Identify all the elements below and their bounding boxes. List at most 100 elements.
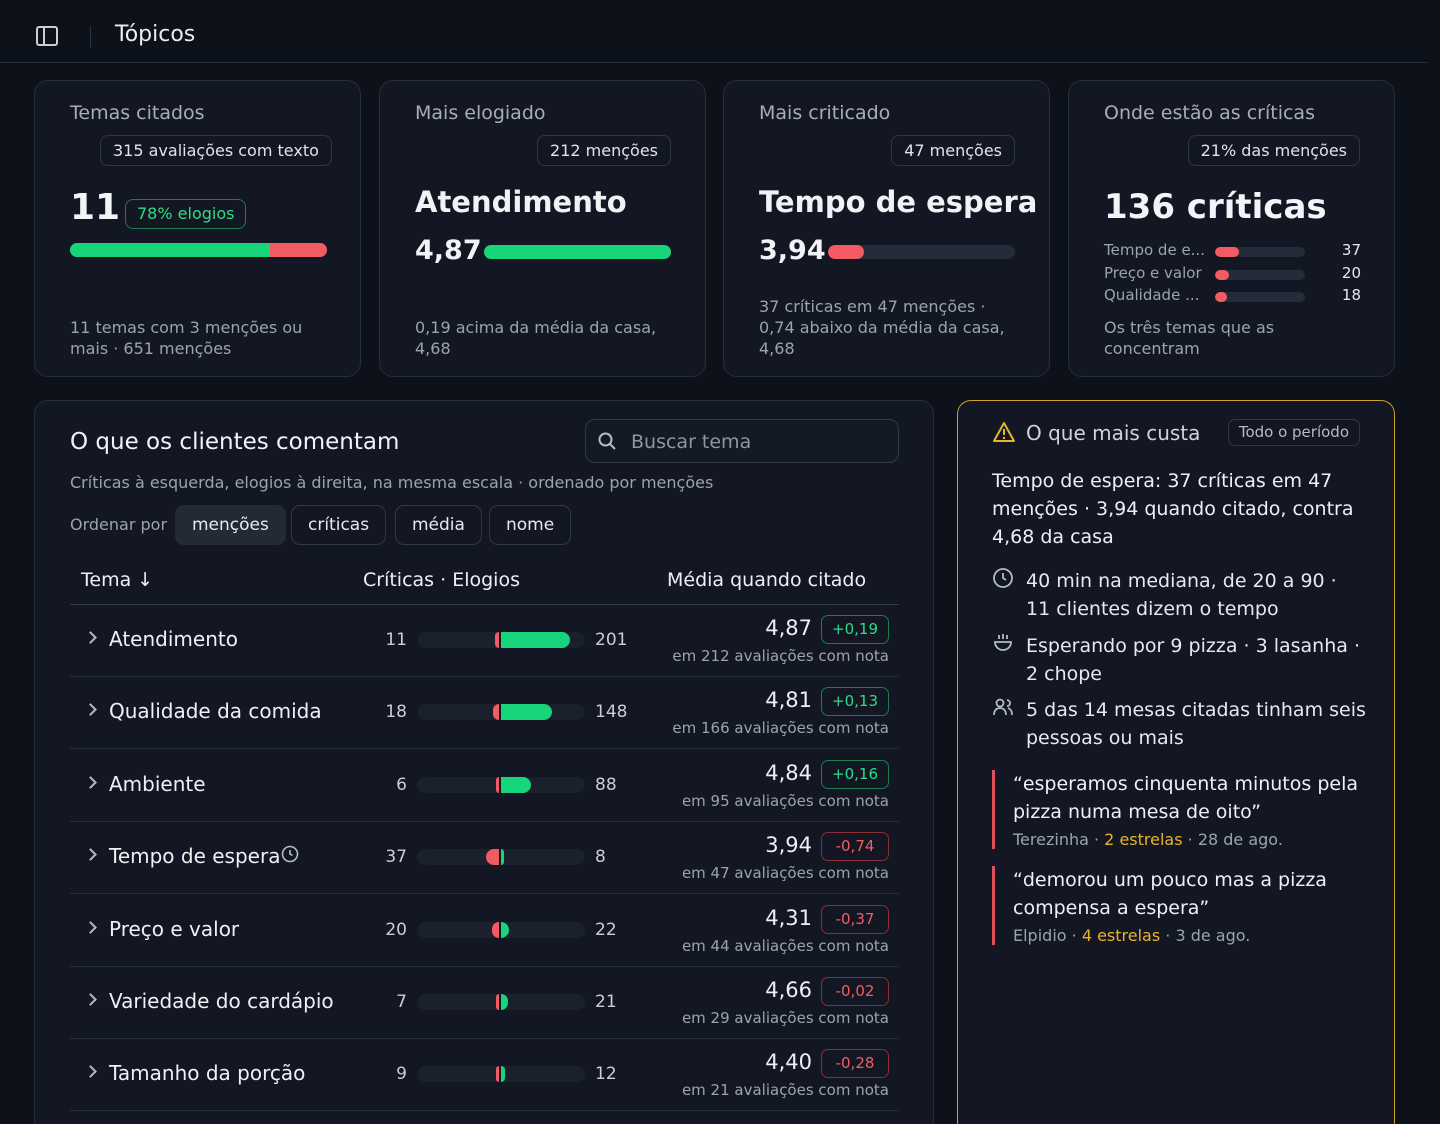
chevron-right-icon[interactable] xyxy=(84,703,97,717)
critic-topic-row: Tempo de e... xyxy=(1104,241,1205,259)
praise-count: 8 xyxy=(595,847,606,868)
column-header-media: Média quando citado xyxy=(667,569,867,591)
card-temas-citados: Temas citados 315 avaliações com texto 1… xyxy=(34,80,361,377)
card-title: Mais elogiado xyxy=(415,102,546,124)
card-score: 4,87 xyxy=(415,235,482,266)
search-icon xyxy=(598,432,616,450)
criticism-count: 11 xyxy=(385,630,407,650)
bar-center-line xyxy=(499,994,501,1010)
rated-reviews-count: em 29 avaliações com nota xyxy=(681,1009,889,1027)
criticism-segment xyxy=(492,921,499,938)
card-score: 3,94 xyxy=(759,235,826,266)
diverging-bar xyxy=(417,632,585,648)
critic-topic-value: 18 xyxy=(1341,286,1361,304)
fact-wait-time: 40 min na mediana, de 20 a 90 · 11 clien… xyxy=(1026,570,1337,620)
sort-label: Ordenar por xyxy=(70,515,168,534)
praise-ratio-bar xyxy=(70,243,327,257)
people-icon xyxy=(993,698,1013,716)
rated-reviews-count: em 166 avaliações com nota xyxy=(672,719,889,738)
table-row[interactable]: Ambiente 6 88 4,84 +0,16 em 95 avaliações com… xyxy=(70,750,899,822)
quote-date: 3 de ago. xyxy=(1175,926,1251,945)
quote-meta: Elpidio · 4 estrelas · 3 de ago. xyxy=(1013,926,1251,945)
chevron-right-icon[interactable] xyxy=(84,920,97,934)
panel-title: O que os clientes comentam xyxy=(70,429,400,455)
chevron-right-icon[interactable] xyxy=(84,631,97,644)
critic-topic-label: Tempo de e... xyxy=(1104,241,1205,259)
card-value: 11 xyxy=(70,187,121,228)
critic-topic-value: 37 xyxy=(1341,241,1361,259)
score-fill xyxy=(484,245,671,259)
card-pill: 47 menções xyxy=(891,135,1015,166)
card-mais-elogiado: Mais elogiado 212 menções Atendimento 4,… xyxy=(379,80,706,377)
topic-name: Variedade do cardápio xyxy=(109,989,334,1013)
chevron-right-icon[interactable] xyxy=(84,848,97,862)
food-icon xyxy=(994,634,1012,651)
topic-name: Atendimento xyxy=(109,627,238,651)
praise-badge: 78% elogios xyxy=(125,199,247,229)
diverging-bar xyxy=(417,994,585,1010)
average-score: 4,66 xyxy=(765,978,812,1002)
fact-waiting-for: Esperando por 9 pizza · 3 lasanha · 2 ch… xyxy=(1026,635,1360,685)
search-input[interactable]: Buscar tema xyxy=(585,419,899,463)
critic-topic-row: Qualidade ... xyxy=(1104,286,1199,304)
table-row[interactable]: Preço e valor 20 22 4,31 -0,37 em 44 avaliaçõ… xyxy=(70,895,899,967)
diverging-bar xyxy=(417,1066,585,1083)
card-pill: 315 avaliações com texto xyxy=(100,135,332,166)
topic-name: Ambiente xyxy=(109,771,206,796)
cost-insight-panel: O que mais custa Todo o período Tempo de… xyxy=(957,400,1395,1124)
criticism-count: 6 xyxy=(396,774,407,795)
top-bar: Tópicos xyxy=(0,0,1428,63)
bar-center-line xyxy=(499,776,501,793)
criticism-count: 7 xyxy=(396,992,407,1012)
rated-reviews-count: em 212 avaliações com nota xyxy=(672,647,889,665)
delta-badge: +0,16 xyxy=(821,759,889,789)
table-header-divider xyxy=(70,604,899,605)
critic-topic-bar xyxy=(1215,270,1305,280)
score-fill xyxy=(828,245,864,259)
critic-topic-bar xyxy=(1215,247,1305,257)
sort-criticas-button[interactable]: críticas xyxy=(291,505,387,545)
rated-reviews-count: em 21 avaliações com nota xyxy=(681,1081,889,1100)
criticism-count: 18 xyxy=(385,702,407,723)
criticism-segment xyxy=(486,849,499,866)
chevron-right-icon[interactable] xyxy=(84,993,97,1006)
criticism-segment xyxy=(496,994,499,1010)
rated-reviews-count: em 95 avaliações com nota xyxy=(681,791,889,810)
delta-badge: -0,28 xyxy=(821,1049,889,1079)
chevron-right-icon[interactable] xyxy=(84,1065,97,1079)
delta-badge: -0,37 xyxy=(821,904,889,934)
sort-mencoes-button[interactable]: menções xyxy=(175,505,286,545)
average-score: 4,84 xyxy=(765,760,812,785)
critic-topic-row: Preço e valor xyxy=(1104,264,1202,282)
praise-segment xyxy=(501,921,509,938)
criticism-count: 37 xyxy=(385,847,407,868)
table-row[interactable]: Tamanho da porção 9 12 4,40 -0,28 em 21 avali… xyxy=(70,1039,899,1112)
criticism-fill xyxy=(270,243,327,257)
review-quote: “esperamos cinquenta minutos pela pizza … xyxy=(992,770,1372,849)
diverging-bar xyxy=(417,921,585,938)
column-header-tema[interactable]: Tema ↓ xyxy=(81,569,154,591)
critic-fill xyxy=(1215,247,1240,257)
table-row[interactable]: Variedade do cardápio 7 21 4,66 -0,02 em 29 a… xyxy=(70,967,899,1039)
score-bar xyxy=(828,245,1015,259)
table-row[interactable]: Atendimento 11 201 4,87 +0,19 em 212 avaliaçõ… xyxy=(70,605,899,677)
quote-text: “esperamos cinquenta minutos pela pizza … xyxy=(1013,773,1358,823)
fact-table-size: 5 das 14 mesas citadas tinham seis pesso… xyxy=(1026,699,1366,749)
sort-nome-button[interactable]: nome xyxy=(489,505,572,545)
praise-count: 201 xyxy=(595,630,628,650)
table-row[interactable]: Qualidade da comida 18 148 4,81 +0,13 em 166 … xyxy=(70,677,899,750)
bar-center-line xyxy=(499,1066,501,1083)
table-row[interactable]: Tempo de espera 37 8 3,94 -0,74 em 47 avaliaç… xyxy=(70,822,899,895)
delta-badge: -0,74 xyxy=(821,832,889,862)
chevron-right-icon[interactable] xyxy=(84,775,97,789)
rated-reviews-count: em 47 avaliações com nota xyxy=(681,864,889,883)
praise-count: 12 xyxy=(595,1064,617,1085)
topic-name: Tempo de espera xyxy=(109,844,281,869)
criticism-segment xyxy=(493,704,499,721)
period-selector[interactable]: Todo o período xyxy=(1227,419,1360,446)
card-pill: 212 menções xyxy=(537,135,671,166)
praise-segment xyxy=(501,849,504,866)
sort-media-button[interactable]: média xyxy=(395,505,482,545)
sidebar-toggle-icon[interactable] xyxy=(36,26,58,46)
praise-count: 21 xyxy=(595,992,617,1012)
